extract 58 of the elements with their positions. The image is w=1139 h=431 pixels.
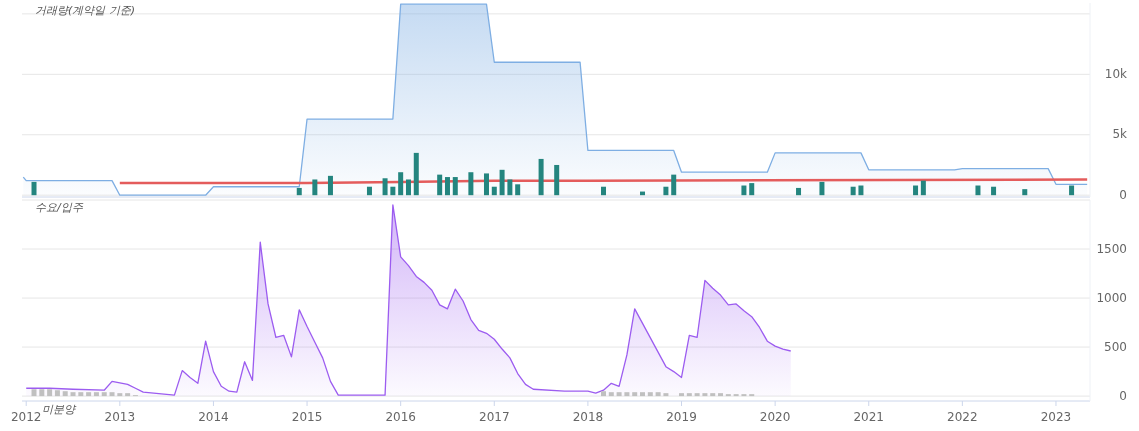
bar <box>991 186 997 196</box>
x-tick-label: 2018 <box>572 409 604 424</box>
bar <box>741 185 747 196</box>
y-tick-label: 500 <box>1104 339 1127 354</box>
bar <box>31 181 37 196</box>
y-tick-label: 0 <box>1119 187 1127 202</box>
bar <box>444 177 450 196</box>
bar <box>819 181 825 196</box>
bar <box>515 184 521 196</box>
bar <box>975 185 981 196</box>
y-tick-label: 5k <box>1112 127 1128 142</box>
bar <box>671 174 677 196</box>
bar <box>398 172 404 196</box>
series-label: 미분양 <box>42 403 78 416</box>
bar <box>663 186 669 196</box>
y-tick-label: 1000 <box>1096 290 1127 305</box>
bar <box>452 177 458 196</box>
bar <box>1022 189 1028 196</box>
y-tick-label: 1500 <box>1096 241 1127 256</box>
chart-title: 거래량(계약일 기준) <box>35 4 136 17</box>
x-tick-label: 2015 <box>291 409 323 424</box>
bar <box>538 158 544 196</box>
x-tick-label: 2020 <box>759 409 791 424</box>
x-tick-label: 2021 <box>853 409 885 424</box>
bar <box>749 183 755 196</box>
x-tick-label: 2016 <box>385 409 416 424</box>
bar <box>554 164 560 196</box>
bar <box>405 179 411 196</box>
bar <box>468 172 474 196</box>
y-tick-label: 10k <box>1104 66 1128 81</box>
y-tick-label: 0 <box>1119 388 1127 403</box>
bar <box>491 186 497 196</box>
bar <box>601 186 606 196</box>
bar <box>327 175 333 196</box>
bar <box>390 186 396 196</box>
bar <box>499 169 505 196</box>
x-tick-label: 2019 <box>666 409 697 424</box>
x-tick-label: 2013 <box>104 409 136 424</box>
bar <box>1069 185 1075 196</box>
bar <box>483 173 489 196</box>
bar <box>796 187 802 196</box>
bar <box>858 185 864 196</box>
bar <box>507 179 513 196</box>
chart-title: 수요/입주 <box>35 201 84 214</box>
bar <box>850 186 856 196</box>
x-tick-label: 2014 <box>198 409 229 424</box>
x-tick-label: 2022 <box>947 409 978 424</box>
bar <box>366 186 372 196</box>
bar <box>296 187 302 196</box>
bar <box>382 178 388 196</box>
bar <box>312 179 318 196</box>
bar <box>413 152 419 196</box>
bar <box>920 180 926 196</box>
bar <box>913 185 919 196</box>
x-tick-label: 2012 <box>10 409 42 424</box>
bar <box>437 174 443 196</box>
x-tick-label: 2017 <box>479 409 510 424</box>
x-tick-label: 2023 <box>1040 409 1072 424</box>
